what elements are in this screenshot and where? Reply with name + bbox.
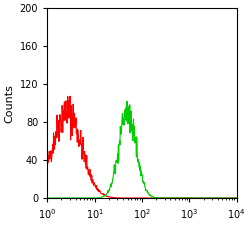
Y-axis label: Counts: Counts — [4, 84, 14, 123]
